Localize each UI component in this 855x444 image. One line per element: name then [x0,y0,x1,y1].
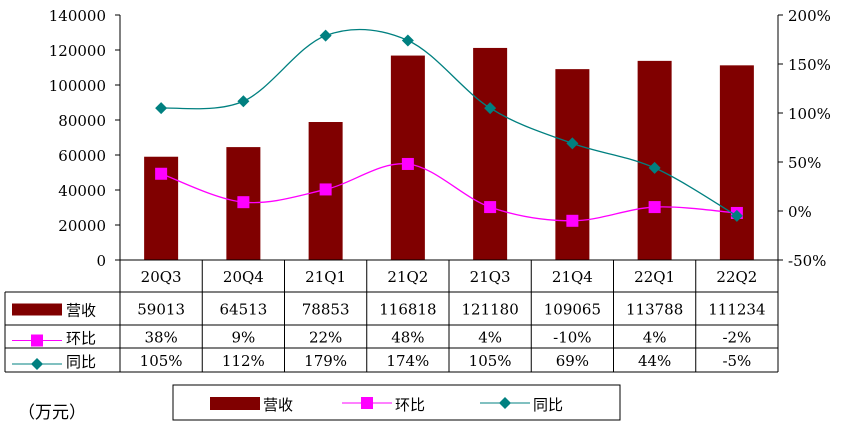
marker-同比-20Q3 [155,102,168,115]
marker-环比-21Q1 [319,183,332,196]
marker-同比-21Q2 [401,34,414,47]
marker-同比-21Q4 [566,137,579,150]
table-cell: 111234 [708,301,765,319]
bar-21Q4 [555,69,590,260]
category-label: 21Q2 [387,268,428,286]
table-cell: 116818 [379,301,436,319]
table-cell: 78853 [302,301,350,319]
marker-环比-21Q4 [566,214,579,227]
line-环比 [160,163,737,222]
category-label: 22Q1 [634,268,675,286]
table-cell: 59013 [137,301,185,319]
marker-环比-22Q1 [648,201,661,214]
legend-marker [361,397,373,409]
table-cell: 44% [638,352,671,370]
left-tick-label: 100000 [49,77,106,95]
bar-21Q3 [473,47,508,261]
table-cell: 48% [391,329,424,347]
category-label: 20Q4 [223,268,264,286]
unit-label: （万元） [18,403,86,423]
right-tick-label: -50% [788,252,826,270]
marker-环比-21Q2 [401,157,414,170]
table-cell: 4% [478,329,502,347]
left-tick-label: 60000 [58,147,106,165]
table-cell: 38% [144,329,177,347]
right-tick-label: 100% [788,105,831,123]
marker-环比-20Q3 [155,167,168,180]
left-tick-label: 80000 [58,112,106,130]
line-同比 [161,28,738,217]
table-cell: 69% [556,352,589,370]
bar-22Q1 [637,60,672,260]
legend-key-marker [31,358,43,370]
marker-环比-20Q4 [237,196,250,209]
marker-同比-22Q1 [648,161,661,174]
bar-21Q2 [390,55,425,261]
table-cell: -5% [722,352,751,370]
table-cell: 174% [386,352,429,370]
category-label: 21Q4 [552,268,593,286]
table-cell: 109065 [544,301,601,319]
legend-item-label: 环比 [395,396,425,414]
bar-22Q2 [719,65,754,260]
legend-item-label: 同比 [533,396,563,414]
table-cell: 4% [643,329,667,347]
series-name: 营收 [66,302,96,320]
marker-同比-21Q1 [319,29,332,42]
category-label: 21Q3 [470,268,511,286]
left-tick-label: 120000 [49,42,106,60]
legend-key-marker [31,334,43,347]
left-tick-label: 40000 [58,182,106,200]
left-tick-label: 0 [96,252,106,270]
table-cell: 105% [140,352,183,370]
marker-同比-21Q3 [484,102,497,115]
right-tick-label: 0% [788,203,812,221]
table-cell: 179% [304,352,347,370]
marker-同比-20Q4 [237,95,250,108]
category-label: 22Q2 [716,268,757,286]
right-tick-label: 150% [788,56,831,74]
right-tick-label: 200% [788,7,831,25]
table-cell: 112% [222,352,265,370]
marker-同比-22Q2 [730,209,743,222]
series-name: 环比 [66,330,96,348]
table-cell: 22% [309,329,342,347]
right-tick-label: 50% [788,154,821,172]
category-label: 21Q1 [305,268,346,286]
table-cell: 113788 [626,301,683,319]
table-cell: 105% [469,352,512,370]
table-cell: -2% [722,329,751,347]
table-cell: 64513 [220,301,268,319]
table-cell: -10% [553,329,591,347]
marker-环比-21Q3 [484,201,497,214]
series-name: 同比 [66,353,96,371]
legend-item-label: 营收 [263,396,293,414]
table-cell: 121180 [461,301,518,319]
legend-key-bar [12,303,62,316]
legend-marker [499,397,511,409]
table-cell: 9% [231,329,255,347]
legend-bar-swatch [210,397,260,410]
category-label: 20Q3 [141,268,182,286]
left-tick-label: 140000 [49,7,106,25]
left-tick-label: 20000 [58,217,106,235]
